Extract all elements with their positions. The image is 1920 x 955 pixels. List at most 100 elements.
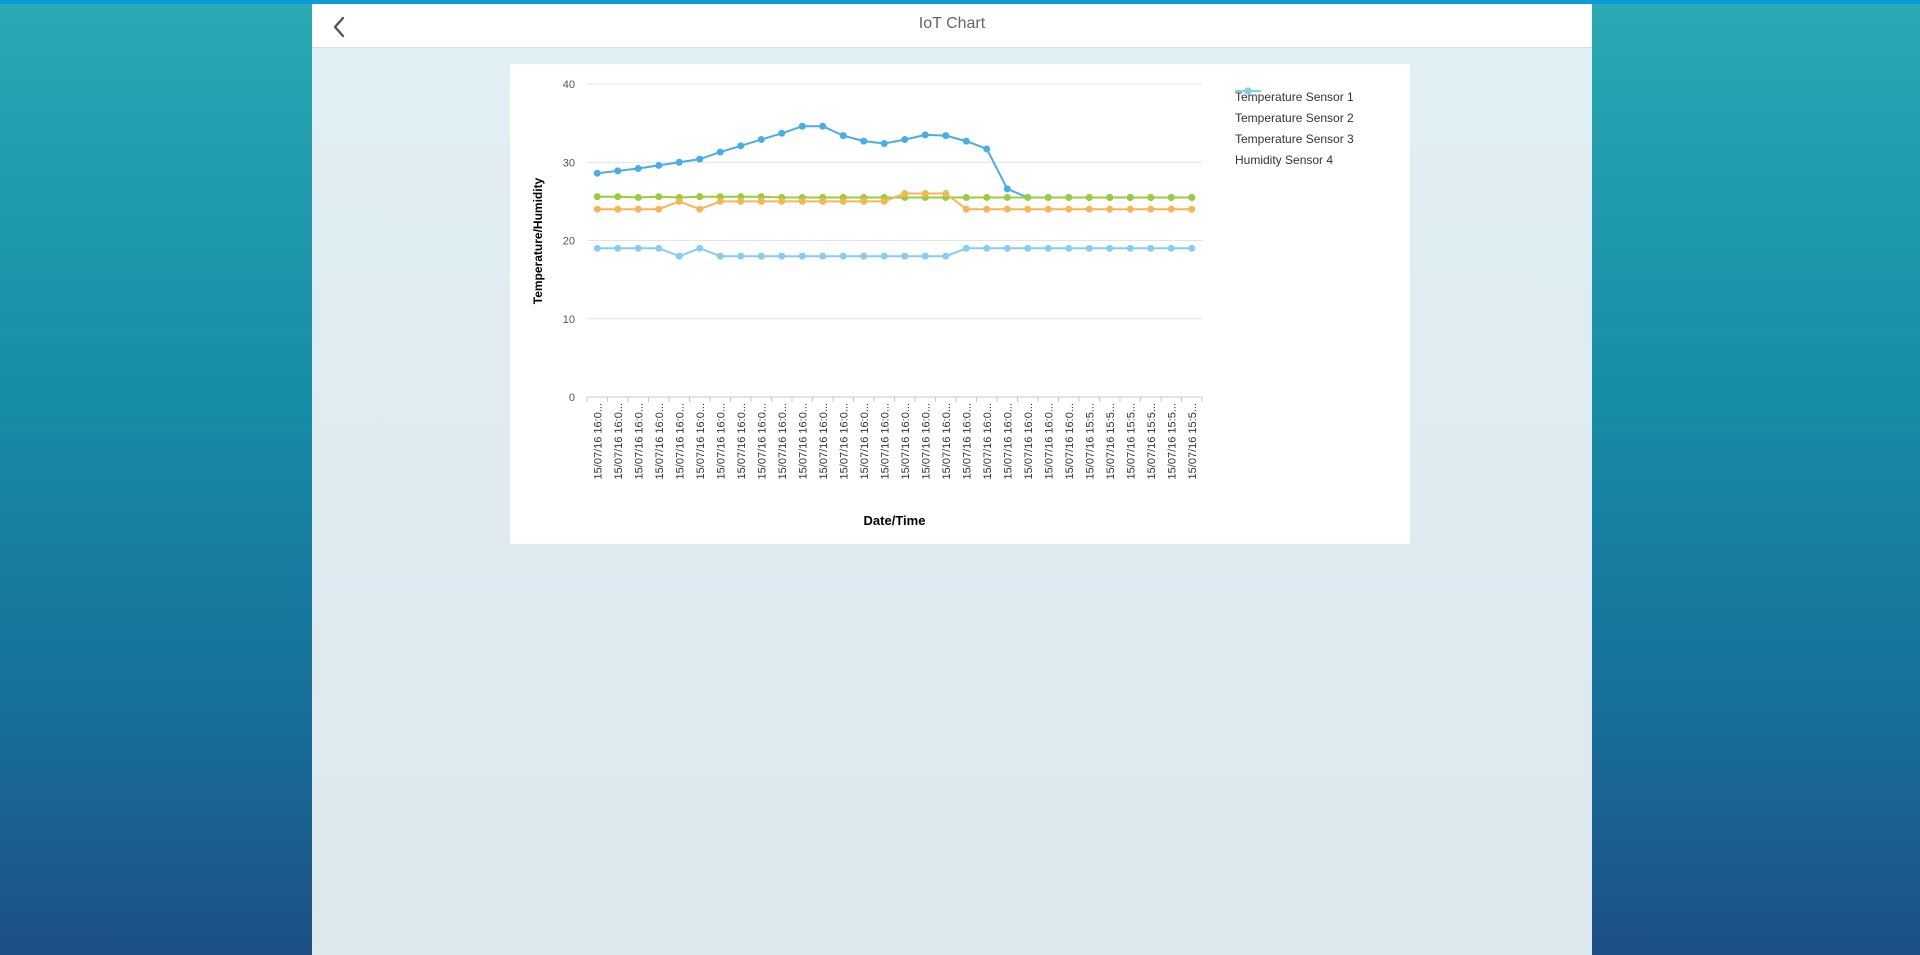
data-point[interactable] (716, 197, 724, 205)
data-point[interactable] (1106, 244, 1114, 252)
data-point[interactable] (1065, 244, 1073, 252)
data-point[interactable] (778, 129, 786, 137)
data-point[interactable] (1147, 244, 1155, 252)
data-point[interactable] (1085, 193, 1093, 201)
legend-item[interactable]: Temperature Sensor 2 (1235, 87, 1354, 128)
data-point[interactable] (1003, 193, 1011, 201)
data-point[interactable] (634, 193, 642, 201)
data-point[interactable] (675, 252, 683, 260)
back-button[interactable] (324, 12, 354, 42)
data-point[interactable] (1044, 193, 1052, 201)
data-point[interactable] (880, 252, 888, 260)
data-point[interactable] (983, 145, 991, 153)
data-point[interactable] (593, 193, 601, 201)
data-point[interactable] (1188, 205, 1196, 213)
data-point[interactable] (860, 252, 868, 260)
data-point[interactable] (716, 252, 724, 260)
data-point[interactable] (1065, 205, 1073, 213)
data-point[interactable] (880, 197, 888, 205)
data-point[interactable] (593, 244, 601, 252)
data-point[interactable] (1188, 244, 1196, 252)
data-point[interactable] (696, 205, 704, 213)
data-point[interactable] (696, 155, 704, 163)
data-point[interactable] (1167, 193, 1175, 201)
data-point[interactable] (880, 139, 888, 147)
data-point[interactable] (901, 252, 909, 260)
data-point[interactable] (901, 190, 909, 198)
data-point[interactable] (1188, 193, 1196, 201)
data-point[interactable] (655, 244, 663, 252)
data-point[interactable] (901, 136, 909, 144)
data-point[interactable] (634, 244, 642, 252)
data-point[interactable] (655, 205, 663, 213)
data-point[interactable] (1044, 205, 1052, 213)
data-point[interactable] (798, 197, 806, 205)
data-point[interactable] (1085, 244, 1093, 252)
data-point[interactable] (798, 122, 806, 130)
data-point[interactable] (942, 190, 950, 198)
data-point[interactable] (1106, 205, 1114, 213)
data-point[interactable] (942, 252, 950, 260)
data-point[interactable] (962, 244, 970, 252)
data-point[interactable] (1003, 205, 1011, 213)
data-point[interactable] (1147, 193, 1155, 201)
data-point[interactable] (1024, 205, 1032, 213)
data-point[interactable] (1024, 193, 1032, 201)
data-point[interactable] (614, 244, 622, 252)
data-point[interactable] (1065, 193, 1073, 201)
data-point[interactable] (778, 197, 786, 205)
data-point[interactable] (1044, 244, 1052, 252)
data-point[interactable] (778, 252, 786, 260)
legend-item[interactable]: Temperature Sensor 3 (1235, 87, 1354, 149)
data-point[interactable] (757, 136, 765, 144)
data-point[interactable] (737, 252, 745, 260)
data-point[interactable] (1126, 205, 1134, 213)
data-point[interactable] (1126, 244, 1134, 252)
data-point[interactable] (675, 197, 683, 205)
data-point[interactable] (983, 244, 991, 252)
data-point[interactable] (921, 131, 929, 139)
data-point[interactable] (839, 252, 847, 260)
data-point[interactable] (860, 197, 868, 205)
data-point[interactable] (696, 244, 704, 252)
data-point[interactable] (860, 137, 868, 145)
data-point[interactable] (1003, 185, 1011, 193)
data-point[interactable] (962, 193, 970, 201)
data-point[interactable] (757, 252, 765, 260)
data-point[interactable] (614, 167, 622, 175)
data-point[interactable] (819, 197, 827, 205)
data-point[interactable] (737, 197, 745, 205)
data-point[interactable] (962, 205, 970, 213)
data-point[interactable] (819, 252, 827, 260)
data-point[interactable] (716, 148, 724, 156)
data-point[interactable] (655, 193, 663, 201)
data-point[interactable] (1167, 205, 1175, 213)
data-point[interactable] (614, 193, 622, 201)
data-point[interactable] (798, 252, 806, 260)
data-point[interactable] (757, 197, 765, 205)
data-point[interactable] (839, 197, 847, 205)
data-point[interactable] (737, 142, 745, 150)
data-point[interactable] (634, 165, 642, 173)
data-point[interactable] (942, 132, 950, 140)
data-point[interactable] (1106, 193, 1114, 201)
data-point[interactable] (696, 193, 704, 201)
legend-item[interactable]: Humidity Sensor 4 (1235, 87, 1354, 170)
data-point[interactable] (1003, 244, 1011, 252)
data-point[interactable] (593, 169, 601, 177)
data-point[interactable] (1024, 244, 1032, 252)
data-point[interactable] (1147, 205, 1155, 213)
data-point[interactable] (983, 193, 991, 201)
data-point[interactable] (655, 161, 663, 169)
data-point[interactable] (593, 205, 601, 213)
data-point[interactable] (983, 205, 991, 213)
data-point[interactable] (1126, 193, 1134, 201)
data-point[interactable] (921, 252, 929, 260)
data-point[interactable] (819, 122, 827, 130)
data-point[interactable] (1167, 244, 1175, 252)
data-point[interactable] (614, 205, 622, 213)
data-point[interactable] (675, 158, 683, 166)
data-point[interactable] (839, 132, 847, 140)
data-point[interactable] (634, 205, 642, 213)
data-point[interactable] (921, 190, 929, 198)
